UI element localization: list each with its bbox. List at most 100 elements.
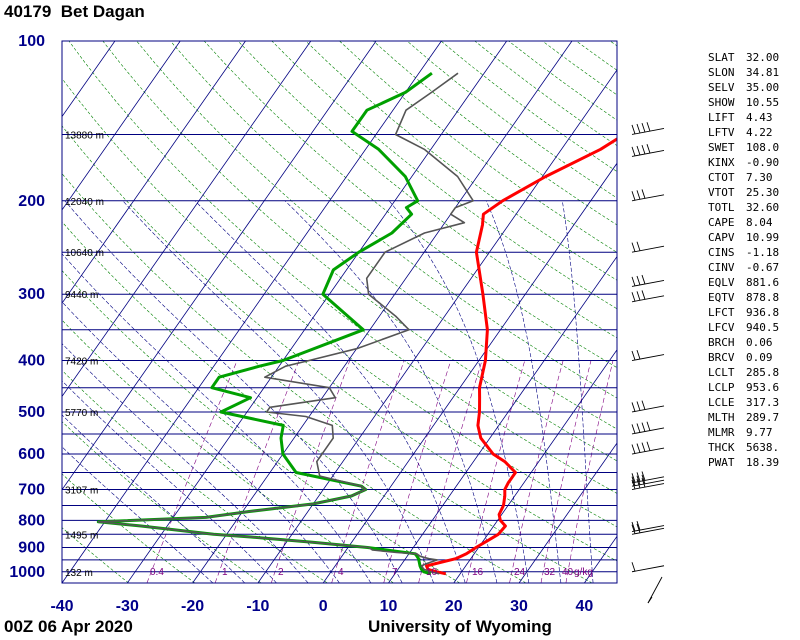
dry-adiabat	[136, 41, 617, 430]
isotherm	[257, 69, 617, 583]
temperature-tick-label: 40	[575, 598, 593, 615]
wind-barb-feather	[641, 442, 646, 452]
index-row: BRCV 0.09	[708, 350, 779, 365]
mixing-ratio-label: 0.4	[150, 567, 164, 578]
height-label: 13880 m	[65, 130, 104, 141]
isotherm	[322, 162, 617, 583]
index-row: MLMR 9.77	[708, 425, 779, 440]
sounding-time: 00Z 06 Apr 2020	[4, 617, 133, 636]
wind-barb	[631, 144, 665, 157]
wind-barb	[631, 290, 665, 303]
pressure-tick-label: 500	[18, 404, 45, 421]
wind-barb-feather	[636, 423, 641, 433]
index-key: MLTH	[708, 411, 735, 424]
wind-barb	[631, 421, 665, 435]
index-key: LIFT	[708, 111, 735, 124]
moist-adiabat	[62, 380, 277, 583]
stability-indices-table: SLAT 32.00 SLON 34.81 SELV 35.00 SHOW 10.55 LIFT…	[708, 50, 779, 470]
index-key: LFTV	[708, 126, 735, 139]
index-row: PWAT 18.39	[708, 455, 779, 470]
temperature-tick-label: -10	[246, 598, 269, 615]
isotherm	[126, 41, 508, 583]
height-label: 12040 m	[65, 197, 104, 208]
wind-barb-feather	[641, 474, 646, 485]
wind-barb-feather	[631, 479, 636, 490]
pressure-tick-label: 600	[18, 446, 45, 463]
index-value: 285.8	[746, 366, 780, 379]
wind-barb-feather	[641, 122, 646, 133]
index-row: EQTV 878.8	[708, 290, 779, 305]
pressure-tick-label: 100	[18, 33, 45, 50]
index-row: LCLE 317.3	[708, 395, 779, 410]
station-id: 40179	[4, 2, 52, 21]
index-row: EQLV 881.6	[708, 275, 779, 290]
mixing-ratio-line	[565, 360, 614, 583]
isotherm	[62, 41, 377, 491]
index-key: THCK	[708, 441, 735, 454]
dry-adiabat	[271, 41, 617, 310]
index-value: 35.00	[746, 81, 780, 94]
wind-barb	[631, 441, 665, 455]
index-value: 940.5	[746, 321, 780, 334]
wind-barb-feather	[636, 275, 641, 286]
wind-barb-feather	[631, 146, 636, 157]
wind-barb-feather	[631, 521, 636, 532]
index-key: CAPE	[708, 216, 735, 229]
wind-barb-feather	[636, 523, 641, 533]
mixing-ratio-line	[466, 360, 526, 583]
mixing-ratio-line	[270, 360, 351, 583]
wind-barb-feather	[631, 476, 636, 486]
wind-barb-staff	[631, 149, 665, 157]
index-row: LFCV 940.5	[708, 320, 779, 335]
wind-barb	[631, 562, 665, 573]
wind-barb-feather	[631, 292, 636, 302]
isotherm	[62, 41, 442, 583]
index-value: 34.81	[746, 66, 780, 79]
wind-barb-staff	[631, 279, 665, 287]
height-label: 7420 m	[65, 357, 98, 368]
wind-barb-staff	[631, 245, 665, 253]
pressure-tick-label: 800	[18, 512, 45, 529]
index-row: LCLP 953.6	[708, 380, 779, 395]
temperature-tick-label: 0	[319, 598, 328, 615]
index-row: MLTH 289.7	[708, 410, 779, 425]
index-key: LFCV	[708, 321, 735, 334]
wind-barb	[631, 478, 665, 490]
index-key: EQTV	[708, 291, 735, 304]
height-label: 132 m	[65, 568, 93, 579]
temperature-tick-label: -20	[181, 598, 204, 615]
dry-adiabat	[62, 173, 593, 583]
pressure-tick-label: 300	[18, 286, 45, 303]
index-row: KINX -0.90	[708, 155, 779, 170]
mixing-ratio-label: 1	[222, 567, 228, 578]
wind-barb	[631, 274, 665, 287]
moist-adiabat	[194, 200, 466, 583]
index-key: SWET	[708, 141, 735, 154]
index-value: 953.6	[746, 381, 780, 394]
wind-barb	[631, 471, 665, 484]
dry-adiabat	[305, 41, 617, 281]
index-row: CAPV 10.99	[708, 230, 779, 245]
height-label: 5770 m	[65, 408, 98, 419]
moist-adiabat	[62, 414, 246, 583]
temperature-tick-label: -30	[116, 598, 139, 615]
index-key: CTOT	[708, 171, 735, 184]
index-value: 4.43	[746, 111, 773, 124]
dry-adiabat	[237, 41, 617, 339]
wind-barb	[631, 241, 665, 253]
mixing-ratio-label: 40	[562, 567, 574, 578]
mixing-ratio-line	[383, 360, 452, 583]
data-source: University of Wyoming	[368, 617, 552, 636]
wind-barb-staff	[631, 427, 665, 435]
dry-adiabat	[62, 221, 527, 583]
wind-barb-feather	[636, 520, 641, 531]
isotherm	[192, 41, 573, 583]
dry-adiabat	[62, 473, 196, 583]
dry-adiabat	[62, 319, 394, 583]
index-row: LCLT 285.8	[708, 365, 779, 380]
index-row: TOTL 32.60	[708, 200, 779, 215]
wind-barb-feather	[631, 402, 636, 412]
mixing-ratio-line	[146, 360, 238, 583]
mixing-ratio-label: 7	[392, 567, 398, 578]
isotherm	[388, 255, 617, 583]
